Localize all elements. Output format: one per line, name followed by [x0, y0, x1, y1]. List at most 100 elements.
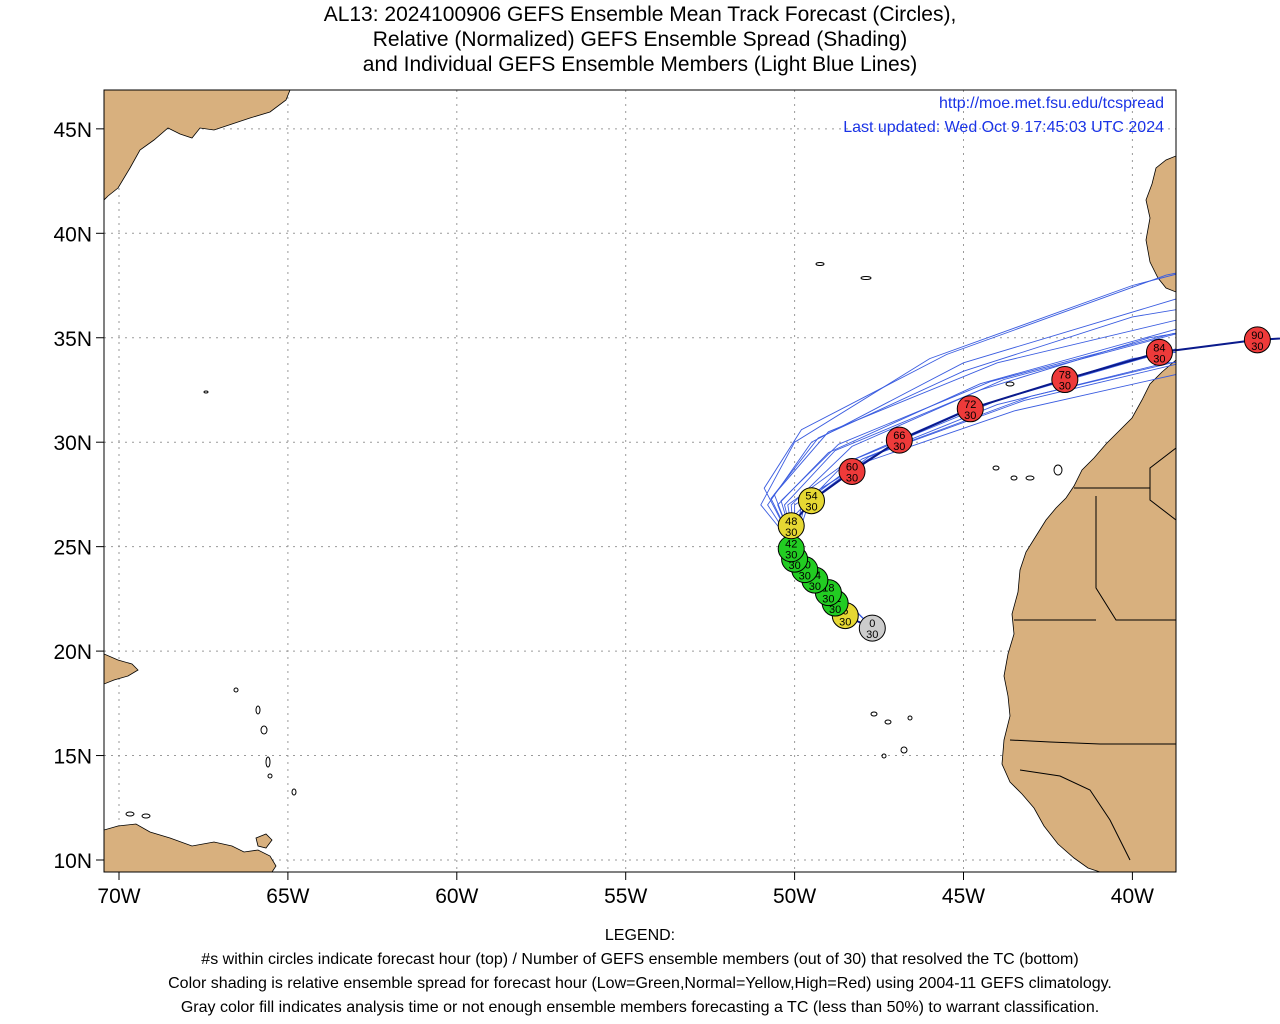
chart-title: AL13: 2024100906 GEFS Ensemble Mean Trac… [0, 2, 1280, 77]
island-cape-verde-1 [870, 711, 878, 717]
y-tick-label: 30N [53, 432, 92, 455]
island-azores-1 [815, 262, 825, 266]
forecast-point: 030 [858, 614, 886, 642]
border-morocco [1074, 447, 1176, 489]
forecast-circle [858, 614, 886, 642]
island-abc-2 [141, 813, 151, 819]
forecast-circle [885, 426, 913, 454]
forecast-circle [838, 457, 866, 485]
plot-frame [103, 89, 1177, 873]
x-tick-label: 70W [97, 885, 140, 908]
x-tick-label: 60W [435, 885, 478, 908]
member-count-label: 30 [1059, 381, 1071, 393]
title-line-3: and Individual GEFS Ensemble Members (Li… [362, 53, 918, 76]
forecast-hour-label: 0 [869, 618, 875, 630]
y-tick-label: 10N [53, 850, 92, 873]
forecast-circle [777, 512, 805, 540]
member-count-label: 30 [799, 571, 811, 583]
island-canary-2 [1025, 475, 1035, 481]
latitude-axis: 45N 40N 35N 30N 25N 20N 15N 10N [53, 119, 104, 873]
island-cape-verde-2 [884, 719, 892, 725]
island-cape-verde-4 [900, 746, 908, 754]
border-mauritania [1095, 496, 1176, 621]
forecast-hour-label: 54 [805, 491, 817, 503]
land-south-america [104, 823, 277, 872]
member-count-label: 30 [893, 441, 905, 453]
y-tick-label: 35N [53, 328, 92, 351]
island-canary-1 [1053, 464, 1063, 476]
forecast-hour-label: 84 [1153, 342, 1165, 354]
island-lesser-antilles-2 [260, 725, 268, 735]
member-count-label: 30 [839, 617, 851, 629]
land-trinidad [255, 833, 273, 849]
forecast-hour-label: 78 [1059, 370, 1071, 382]
forecast-circle [1145, 338, 1173, 366]
member-count-label: 30 [1251, 341, 1263, 353]
forecast-hour-label: 66 [893, 430, 905, 442]
x-tick-label: 55W [604, 885, 647, 908]
member-count-label: 30 [1153, 353, 1165, 365]
forecast-hour-label: 60 [846, 461, 858, 473]
legend-line-3: Gray color fill indicates analysis time … [180, 999, 1100, 1016]
island-lesser-antilles-4 [267, 773, 273, 779]
island-barbados [291, 788, 297, 796]
forecast-hour-label: 72 [964, 399, 976, 411]
x-tick-label: 40W [1111, 885, 1154, 908]
x-tick-label: 45W [942, 885, 985, 908]
forecast-circle [956, 395, 984, 423]
land-hispaniola [104, 653, 139, 685]
y-tick-label: 25N [53, 537, 92, 560]
country-borders [1009, 447, 1176, 861]
legend: LEGEND: #s within circles indicate forec… [0, 924, 1280, 1020]
island-canary-4 [992, 465, 1000, 471]
land-iberia [1145, 155, 1176, 293]
forecast-circle [797, 487, 825, 515]
title-line-1: AL13: 2024100906 GEFS Ensemble Mean Trac… [323, 3, 957, 26]
member-count-label: 30 [829, 604, 841, 616]
longitude-axis: 70W65W60W55W50W45W40W35W30W25W20W15W10W [97, 872, 1280, 908]
member-count-label: 30 [785, 550, 797, 562]
border-sahel [1009, 739, 1176, 745]
y-tick-label: 20N [53, 641, 92, 664]
island-virgin [233, 687, 239, 693]
border-algeria [1149, 488, 1176, 521]
island-bermuda [203, 390, 209, 394]
x-tick-label: 65W [266, 885, 309, 908]
member-count-label: 30 [866, 629, 878, 641]
island-lesser-antilles-1 [255, 705, 261, 715]
member-count-label: 30 [805, 502, 817, 514]
forecast-hour-label: 48 [785, 516, 797, 528]
source-url-link[interactable]: http://moe.met.fsu.edu/tcspread [939, 95, 1164, 112]
land-canada [104, 90, 291, 201]
small-islands [125, 262, 1063, 819]
legend-heading: LEGEND: [604, 927, 676, 944]
island-cape-verde-3 [907, 715, 913, 721]
island-azores-2 [860, 276, 872, 280]
legend-line-2: Color shading is relative ensemble sprea… [168, 975, 1112, 992]
y-tick-label: 15N [53, 746, 92, 769]
island-madeira [1005, 381, 1015, 387]
member-count-label: 30 [964, 410, 976, 422]
title-line-2: Relative (Normalized) GEFS Ensemble Spre… [372, 28, 908, 51]
legend-line-1: #s within circles indicate forecast hour… [201, 951, 1079, 968]
island-abc-1 [125, 811, 135, 817]
island-cape-verde-5 [881, 753, 887, 759]
forecast-hour-label: 90 [1251, 330, 1263, 342]
member-count-label: 30 [785, 527, 797, 539]
last-updated-text: Last updated: Wed Oct 9 17:45:03 UTC 202… [843, 119, 1164, 136]
forecast-map: 0306301230183024303030363042304830543060… [53, 89, 1280, 908]
member-count-label: 30 [846, 472, 858, 484]
member-count-label: 30 [788, 560, 800, 572]
island-canary-3 [1010, 475, 1018, 481]
forecast-circle [1051, 366, 1079, 394]
member-count-label: 30 [822, 594, 834, 606]
ensemble-mean-circles: 0306301230183024303030363042304830543060… [777, 326, 1271, 642]
